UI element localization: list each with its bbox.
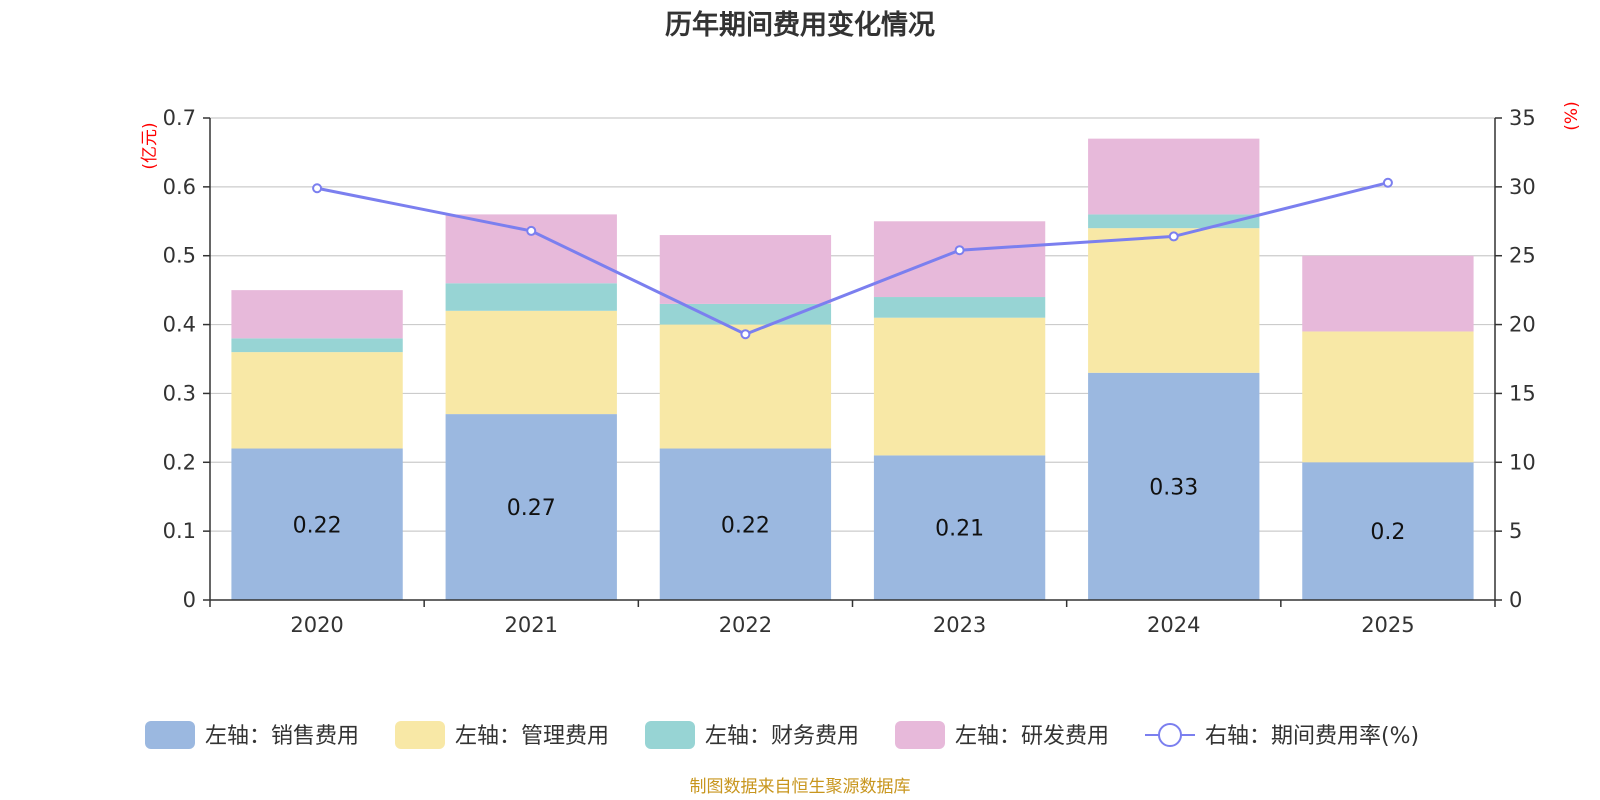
bar-segment bbox=[659, 324, 832, 449]
axes-layer: 00.10.20.30.40.50.60.7051015202530352020… bbox=[140, 101, 1582, 637]
left-tick-label: 0 bbox=[183, 588, 196, 612]
bar-segment bbox=[659, 448, 832, 600]
bar-segment bbox=[1302, 255, 1474, 332]
left-tick-label: 0.2 bbox=[163, 450, 196, 474]
legend-label: 左轴：研发费用 bbox=[955, 724, 1109, 749]
legend-marker-swatch bbox=[1158, 723, 1182, 747]
rate-point bbox=[954, 245, 965, 256]
data-label: 0.2 bbox=[1370, 520, 1405, 545]
rate-point bbox=[526, 225, 537, 236]
right-axis-unit: (%) bbox=[1562, 101, 1582, 130]
bar-segment bbox=[659, 303, 832, 325]
rate-point bbox=[312, 183, 323, 194]
bar-segment bbox=[1302, 331, 1474, 463]
bar-segment bbox=[873, 221, 1046, 298]
bar-segment bbox=[445, 214, 617, 284]
bar-segment bbox=[231, 352, 403, 449]
left-tick-label: 0.7 bbox=[163, 106, 196, 130]
legend-label: 左轴：财务费用 bbox=[705, 724, 859, 749]
legend-label: 左轴：管理费用 bbox=[455, 724, 609, 749]
data-label: 0.22 bbox=[293, 513, 342, 538]
bars-layer bbox=[231, 138, 1474, 600]
legend-swatch bbox=[895, 721, 945, 749]
legend-item: 左轴：财务费用 bbox=[645, 721, 859, 749]
x-tick-label: 2020 bbox=[290, 613, 343, 637]
bar-segment bbox=[231, 290, 403, 339]
left-axis-unit: (亿元) bbox=[140, 122, 160, 169]
right-tick-label: 20 bbox=[1509, 313, 1536, 337]
rate-point bbox=[1168, 231, 1179, 242]
left-tick-label: 0.4 bbox=[163, 313, 196, 337]
legend-swatch bbox=[145, 721, 195, 749]
bar-segment bbox=[873, 297, 1046, 318]
x-tick-label: 2023 bbox=[933, 613, 986, 637]
legend-label: 左轴：销售费用 bbox=[205, 724, 359, 749]
bar-segment bbox=[231, 448, 403, 600]
right-tick-label: 30 bbox=[1509, 175, 1536, 199]
bar-segment bbox=[873, 317, 1046, 456]
right-tick-label: 5 bbox=[1509, 519, 1522, 543]
x-tick-label: 2022 bbox=[719, 613, 772, 637]
x-tick-label: 2025 bbox=[1361, 613, 1414, 637]
legend-swatch bbox=[395, 721, 445, 749]
left-tick-label: 0.5 bbox=[163, 244, 196, 268]
chart-title: 历年期间费用变化情况 bbox=[665, 9, 935, 41]
data-label: 0.21 bbox=[935, 517, 984, 542]
bar-segment bbox=[659, 235, 832, 304]
bar-segment bbox=[231, 338, 403, 353]
bar-segment bbox=[1302, 462, 1474, 600]
right-tick-label: 0 bbox=[1509, 588, 1522, 612]
legend-label: 右轴：期间费用率(%) bbox=[1205, 724, 1419, 749]
legend: 左轴：销售费用 左轴：管理费用 左轴：财务费用 左轴：研发费用 右轴：期间费用率(%) bbox=[145, 721, 1419, 749]
labels-layer: 0.22 0.27 0.22 0.21 0.33 0.2 bbox=[293, 475, 1406, 545]
data-label: 0.33 bbox=[1149, 475, 1198, 500]
bar-segment bbox=[445, 283, 617, 311]
right-tick-label: 35 bbox=[1509, 106, 1536, 130]
bar-segment bbox=[445, 414, 617, 600]
legend-swatch bbox=[645, 721, 695, 749]
grid-layer bbox=[210, 117, 1495, 532]
data-label: 0.22 bbox=[721, 513, 770, 538]
right-tick-label: 15 bbox=[1509, 381, 1536, 405]
right-tick-label: 10 bbox=[1509, 450, 1536, 474]
bar-segment bbox=[1088, 138, 1260, 215]
bar-segment bbox=[445, 310, 617, 415]
line-layer bbox=[312, 177, 1393, 340]
legend-item: 左轴：管理费用 bbox=[395, 721, 609, 749]
source-note: 制图数据来自恒生聚源数据库 bbox=[690, 777, 911, 797]
left-tick-label: 0.1 bbox=[163, 519, 196, 543]
rate-point bbox=[740, 329, 751, 340]
x-tick-label: 2024 bbox=[1147, 613, 1200, 637]
right-tick-label: 25 bbox=[1509, 244, 1536, 268]
legend-item: 左轴：销售费用 bbox=[145, 721, 359, 749]
bar-segment bbox=[1088, 228, 1260, 373]
left-tick-label: 0.3 bbox=[163, 381, 196, 405]
legend-item: 左轴：研发费用 bbox=[895, 721, 1109, 749]
data-label: 0.27 bbox=[507, 496, 556, 521]
bar-segment bbox=[1088, 372, 1260, 600]
left-tick-label: 0.6 bbox=[163, 175, 196, 199]
rate-point bbox=[1382, 177, 1393, 188]
bar-segment bbox=[873, 455, 1046, 600]
rate-line bbox=[316, 181, 1389, 336]
x-tick-label: 2021 bbox=[505, 613, 558, 637]
legend-item: 右轴：期间费用率(%) bbox=[1145, 723, 1419, 749]
